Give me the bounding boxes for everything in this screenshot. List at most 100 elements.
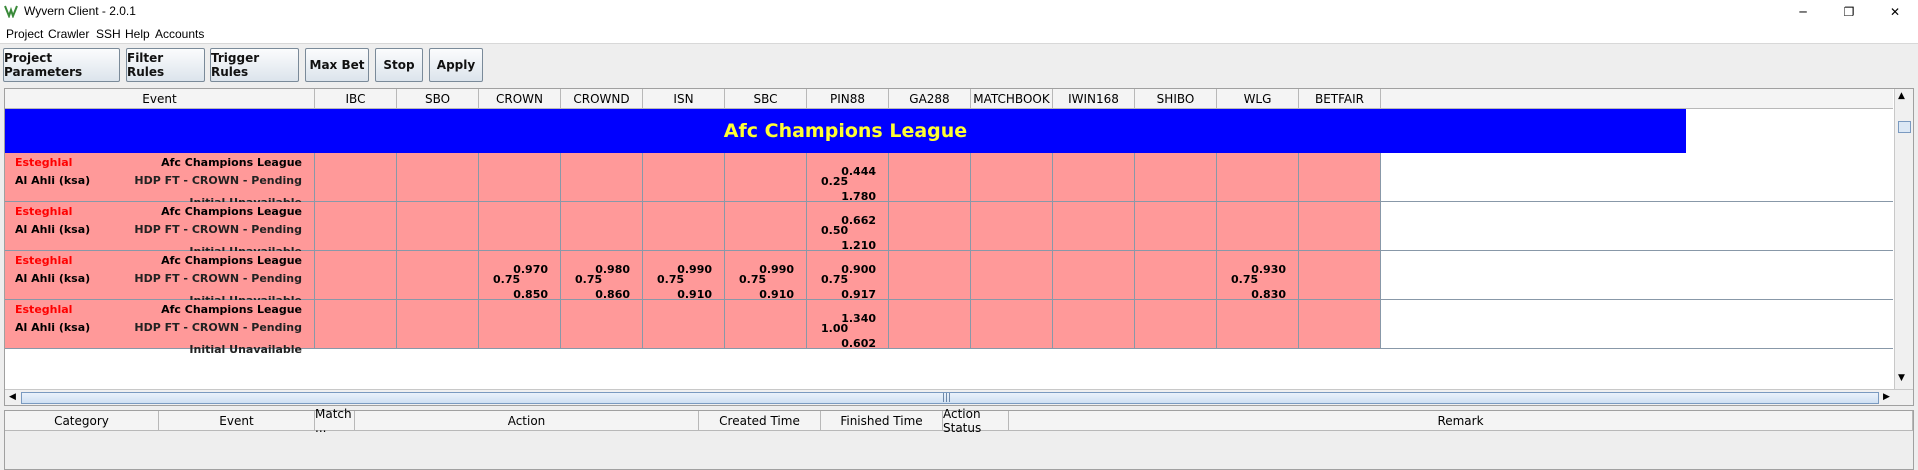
odds-cell-wlg[interactable] [1217,202,1299,251]
table-row[interactable]: Esteghlal Al Ahli (ksa) Afc Champions Leag… [5,153,1893,213]
event-cell[interactable]: Esteghlal Al Ahli (ksa) Afc Champions Leag… [5,251,315,307]
odds-cell-sbc[interactable]: 0.75 0.990 0.910 [725,251,807,301]
menu-crawler[interactable]: Crawler [48,27,90,41]
odds-cell-ga288[interactable] [889,202,971,251]
odds-cell-matchbook[interactable] [971,153,1053,202]
odds-cell-sbo[interactable] [397,251,479,300]
log-column-action-status[interactable]: Action Status [943,407,1009,435]
scroll-right-icon[interactable]: ▶ [1883,392,1890,402]
column-header-sbc[interactable]: SBC [725,89,807,109]
odds-cell-isn[interactable]: 0.75 0.990 0.910 [643,251,725,301]
odds-cell-betfair[interactable] [1299,202,1381,251]
odds-cell-ibc[interactable] [315,153,397,202]
event-cell[interactable]: Esteghlal Al Ahli (ksa) Afc Champions Leag… [5,202,315,258]
table-row[interactable]: Esteghlal Al Ahli (ksa) Afc Champions Leag… [5,300,1893,360]
table-row[interactable]: Esteghlal Al Ahli (ksa) Afc Champions Leag… [5,251,1893,311]
odds-cell-ibc[interactable] [315,300,397,349]
scroll-down-icon[interactable]: ▼ [1898,373,1905,383]
odds-cell-iwin168[interactable] [1053,251,1135,300]
minimize-button[interactable]: ─ [1780,0,1826,24]
odds-cell-shibo[interactable] [1135,202,1217,251]
odds-cell-wlg[interactable] [1217,153,1299,202]
project-parameters-button[interactable]: Project Parameters [3,48,120,82]
odds-cell-crownd[interactable] [561,153,643,202]
close-button[interactable]: ✕ [1872,0,1918,24]
odds-cell-ga288[interactable] [889,251,971,300]
column-header-shibo[interactable]: SHIBO [1135,89,1217,109]
odds-cell-iwin168[interactable] [1053,300,1135,349]
odds-cell-crownd[interactable]: 0.75 0.980 0.860 [561,251,643,301]
column-header-pin88[interactable]: PIN88 [807,89,889,109]
menu-ssh[interactable]: SSH [96,27,121,41]
odds-cell-matchbook[interactable] [971,202,1053,251]
odds-cell-wlg[interactable]: 0.75 0.930 0.830 [1217,251,1299,301]
odds-cell-iwin168[interactable] [1053,153,1135,202]
column-header-betfair[interactable]: BETFAIR [1299,89,1381,109]
odds-cell-ga288[interactable] [889,153,971,202]
odds-cell-pin88[interactable]: 1.00 1.340 0.602 [807,300,889,350]
horizontal-scrollbar[interactable]: ◀ ||| ▶ [5,389,1913,405]
odds-cell-isn[interactable] [643,300,725,349]
column-header-ibc[interactable]: IBC [315,89,397,109]
odds-cell-pin88[interactable]: 0.75 0.900 0.917 [807,251,889,301]
odds-cell-pin88[interactable]: 0.25 0.444 1.780 [807,153,889,203]
odds-cell-crown[interactable] [479,300,561,349]
odds-cell-ga288[interactable] [889,300,971,349]
odds-cell-crownd[interactable] [561,300,643,349]
odds-cell-iwin168[interactable] [1053,202,1135,251]
vertical-scrollbar[interactable]: ▲ ▼ [1894,89,1913,389]
log-column-created-time[interactable]: Created Time [699,411,821,431]
odds-cell-isn[interactable] [643,153,725,202]
odds-cell-sbo[interactable] [397,153,479,202]
odds-cell-shibo[interactable] [1135,153,1217,202]
odds-cell-sbc[interactable] [725,153,807,202]
column-header-event[interactable]: Event [5,89,315,109]
maximize-button[interactable]: ❐ [1826,0,1872,24]
odds-cell-ibc[interactable] [315,251,397,300]
stop-button[interactable]: Stop [375,48,423,82]
odds-cell-sbo[interactable] [397,300,479,349]
log-column-finished-time[interactable]: Finished Time [821,411,943,431]
odds-cell-sbc[interactable] [725,300,807,349]
odds-cell-isn[interactable] [643,202,725,251]
odds-cell-matchbook[interactable] [971,300,1053,349]
odds-cell-crown[interactable] [479,202,561,251]
menu-accounts[interactable]: Accounts [155,27,205,41]
odds-cell-shibo[interactable] [1135,300,1217,349]
column-header-sbo[interactable]: SBO [397,89,479,109]
column-header-crown[interactable]: CROWN [479,89,561,109]
apply-button[interactable]: Apply [429,48,483,82]
odds-cell-crown[interactable]: 0.75 0.970 0.850 [479,251,561,301]
event-cell[interactable]: Esteghlal Al Ahli (ksa) Afc Champions Leag… [5,300,315,356]
odds-cell-betfair[interactable] [1299,300,1381,349]
odds-cell-betfair[interactable] [1299,251,1381,300]
menu-help[interactable]: Help [125,27,150,41]
log-column-match[interactable]: Match ... [315,407,355,435]
column-header-isn[interactable]: ISN [643,89,725,109]
odds-cell-ibc[interactable] [315,202,397,251]
trigger-rules-button[interactable]: Trigger Rules [210,48,299,82]
scroll-left-icon[interactable]: ◀ [9,392,16,402]
column-header-matchbook[interactable]: MATCHBOOK [971,89,1053,109]
odds-cell-sbo[interactable] [397,202,479,251]
max-bet-button[interactable]: Max Bet [305,48,369,82]
odds-cell-sbc[interactable] [725,202,807,251]
odds-cell-matchbook[interactable] [971,251,1053,300]
filter-rules-button[interactable]: Filter Rules [126,48,205,82]
odds-cell-shibo[interactable] [1135,251,1217,300]
column-header-iwin168[interactable]: IWIN168 [1053,89,1135,109]
odds-cell-betfair[interactable] [1299,153,1381,202]
log-column-action[interactable]: Action [355,411,699,431]
odds-cell-pin88[interactable]: 0.50 0.662 1.210 [807,202,889,252]
horizontal-scroll-thumb[interactable]: ||| [21,392,1879,404]
odds-cell-crownd[interactable] [561,202,643,251]
column-header-wlg[interactable]: WLG [1217,89,1299,109]
log-column-remark[interactable]: Remark [1009,411,1913,431]
odds-cell-wlg[interactable] [1217,300,1299,349]
table-row[interactable]: Esteghlal Al Ahli (ksa) Afc Champions Leag… [5,202,1893,262]
column-header-crownd[interactable]: CROWND [561,89,643,109]
column-header-ga288[interactable]: GA288 [889,89,971,109]
log-column-event[interactable]: Event [159,411,315,431]
odds-cell-crown[interactable] [479,153,561,202]
event-cell[interactable]: Esteghlal Al Ahli (ksa) Afc Champions Leag… [5,153,315,209]
